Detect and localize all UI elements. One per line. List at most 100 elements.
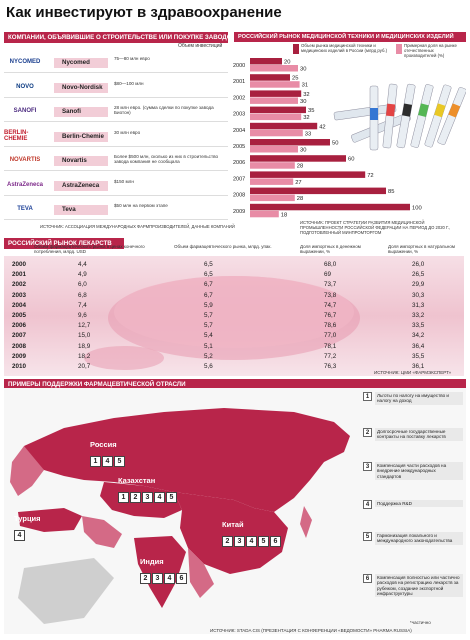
year-tick-label: 2008: [233, 193, 245, 199]
table-cell: 73,8: [324, 291, 337, 299]
table-year: 2004: [12, 301, 27, 309]
table-cell: 78,6: [324, 322, 337, 330]
legend-share-label: Примерная доля на рынке отечественных пр…: [404, 43, 457, 58]
share-bar: [250, 146, 298, 153]
legend-number: 6: [363, 574, 372, 583]
support-number-box: 2: [222, 536, 233, 547]
market-bar: [250, 155, 346, 162]
share-bar: [250, 65, 298, 72]
share-value-label: 18: [281, 212, 287, 218]
table-cell: 6,7: [204, 281, 213, 289]
region-turkey: Турция 4: [14, 514, 41, 542]
market-bar: [250, 90, 302, 97]
legend-number: 1: [363, 392, 372, 401]
table-row: 2006 12,7 5,7 78,6 33,5: [8, 322, 460, 331]
table-cell: 18,9: [78, 342, 91, 350]
legend-market-label: Объем рынка медицинской техники и медици…: [301, 43, 388, 53]
support-number-box: 3: [152, 573, 163, 584]
market-bar: [250, 203, 410, 211]
share-value-label: 32: [303, 115, 309, 121]
market-value-label: 50: [332, 141, 338, 147]
legend-text: Компенсация части расходов на внедрение …: [375, 462, 463, 480]
table-cell: 5,1: [204, 342, 213, 350]
support-number-box: 4: [154, 492, 165, 503]
market-value-label: 35: [308, 108, 314, 114]
col-header-3: Доля импортных в денежном выражении, %: [300, 244, 361, 254]
support-number-box: 5: [258, 536, 269, 547]
market-value-label: 100: [412, 205, 422, 211]
table-cell: 68,0: [324, 261, 337, 268]
table-year: 2010: [12, 363, 27, 370]
legend-text: Поддержка R&D: [375, 500, 463, 508]
table-cell: 5,7: [204, 312, 213, 319]
legend-text: Долгосрочные государственные контракты н…: [375, 428, 463, 441]
table-cell: 5,2: [204, 352, 213, 360]
map-source: ИСТОЧНИК: STADA CIS (ПРЕЗЕНТАЦИЯ С КОНФЕ…: [210, 628, 412, 633]
company-row: BERLIN-CHEMIE Berlin-Chemie 30 млн евро: [4, 126, 228, 147]
table-cell: 74,7: [324, 301, 337, 309]
table-cell: 69: [324, 271, 332, 279]
company-investment: $50 млн на первом этапе: [114, 203, 168, 208]
share-bar: [250, 81, 300, 88]
share-value-label: 30: [300, 148, 306, 154]
table-cell: 7,4: [78, 301, 87, 309]
legend-item: 6 Компенсация полностью или частично расх…: [363, 574, 463, 598]
support-number-box: 4: [14, 530, 25, 541]
legend-swatch-share: [396, 44, 402, 54]
company-name: Nycomed: [54, 58, 108, 68]
medtech-source: ИСТОЧНИК: ПРОЕКТ СТРАТЕГИИ РАЗВИТИЯ МЕДИ…: [300, 220, 451, 235]
company-investment: 28 млн евро. (сумма сделки по покупке за…: [114, 105, 214, 116]
legend-text: Льготы по налогу на имущество и налогу н…: [375, 392, 463, 405]
table-row: 2001 4,9 6,5 69 26,5: [8, 271, 460, 280]
legend-number: 5: [363, 532, 372, 541]
table-cell: 26,5: [412, 271, 425, 279]
table-year: 2005: [12, 312, 27, 319]
syringes-illustration: [333, 83, 466, 151]
table-row: 2008 18,9 5,1 78,1 36,4: [8, 343, 460, 352]
share-value-label: 28: [297, 164, 303, 170]
legend-item: 4 Поддержка R&D: [363, 500, 463, 509]
company-logo: NOVO: [16, 83, 34, 90]
market-value-label: 60: [348, 157, 354, 163]
support-number-box: 4: [102, 456, 113, 467]
market-bar: [250, 106, 306, 114]
support-number-box: 6: [176, 573, 187, 584]
support-number-box: 2: [140, 573, 151, 584]
share-bar: [250, 113, 302, 121]
table-cell: 5,9: [204, 301, 213, 309]
support-number-box: 3: [142, 492, 153, 503]
region-label-china: Китай: [222, 520, 244, 529]
company-logo: AstraZeneca: [6, 181, 44, 188]
legend-number: 2: [363, 428, 372, 437]
companies-header: КОМПАНИИ, ОБЪЯВИВШИЕ О СТРОИТЕЛЬСТВЕ ИЛИ…: [4, 32, 228, 43]
legend-item: 2 Долгосрочные государственные контракты …: [363, 428, 463, 441]
table-year: 2008: [12, 342, 27, 350]
eurasia-map: [10, 408, 350, 624]
map-header: ПРИМЕРЫ ПОДДЕРЖКИ ФАРМАЦЕВТИЧЕСКОЙ ОТРАС…: [4, 379, 466, 390]
market-bar: [250, 74, 290, 81]
table-year: 2006: [12, 322, 27, 330]
share-value-label: 31: [302, 83, 308, 89]
legend-swatch-market: [293, 44, 299, 54]
table-cell: 6,5: [204, 271, 213, 279]
support-number-box: 4: [164, 573, 175, 584]
year-tick-label: 2004: [233, 128, 245, 134]
table-cell: 31,3: [412, 301, 425, 309]
company-investment: Более $500 млн, сколько из них в строите…: [114, 154, 219, 165]
table-cell: 20,7: [78, 363, 91, 370]
table-row: 2007 15,0 5,4 77,0 34,2: [8, 332, 460, 341]
company-row: NOVARTIS Novartis Более $500 млн, сколько …: [4, 150, 228, 171]
legend-item: 3 Компенсация части расходов на внедрение…: [363, 462, 463, 480]
pharma-source: ИСТОЧНИК: ЦМИ «ФАРМЭКСПЕРТ»: [374, 370, 452, 375]
market-bar: [250, 187, 386, 195]
table-cell: 18,2: [78, 352, 91, 360]
share-bar: [250, 129, 303, 137]
table-cell: 36,4: [412, 342, 425, 350]
company-investment: 75—80 млн евро: [114, 56, 150, 61]
legend-text: Гармонизация локального и международного…: [375, 532, 463, 545]
market-value-label: 25: [292, 76, 298, 82]
